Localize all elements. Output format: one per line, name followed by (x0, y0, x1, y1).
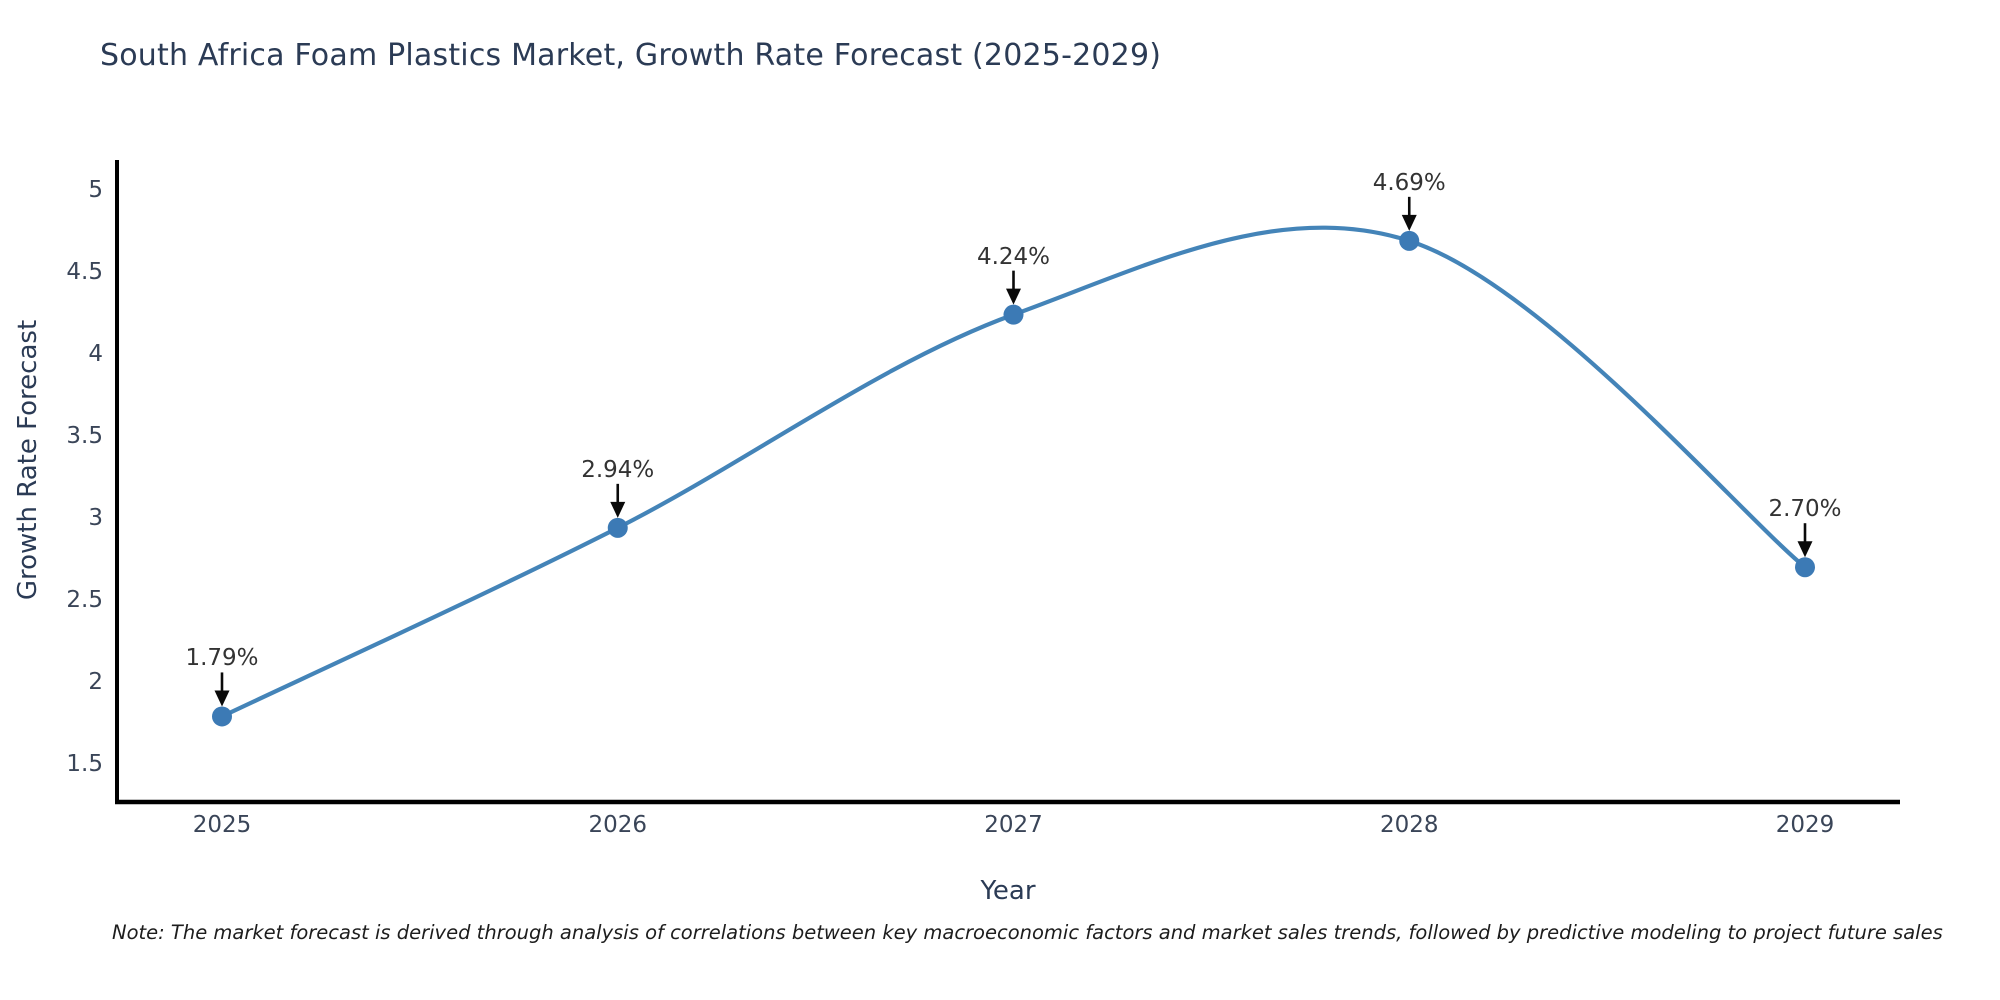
footnote: Note: The market forecast is derived thr… (112, 921, 1943, 944)
y-tick-label-4.5: 4.5 (66, 259, 103, 285)
data-point-marker-2028 (1399, 230, 1420, 251)
annotation-arrow-head (610, 501, 626, 518)
annotation-arrow-head (1797, 541, 1813, 558)
x-tick-label-2026: 2026 (588, 812, 648, 838)
chart-title: South Africa Foam Plastics Market, Growt… (100, 38, 1162, 73)
y-tick-label-3.5: 3.5 (66, 423, 103, 449)
point-value-label-2025: 1.79% (185, 645, 259, 672)
y-tick-label-2: 2 (88, 669, 103, 695)
annotation-arrow-head (214, 690, 230, 707)
data-point-marker-2025 (212, 706, 232, 727)
annotation-arrows (214, 196, 1813, 707)
x-tick-label-2025: 2025 (192, 812, 252, 838)
data-point-marker-2029 (1795, 557, 1815, 578)
data-point-marker-2026 (607, 517, 628, 538)
y-tick-label-3: 3 (88, 505, 103, 531)
point-value-label-2026: 2.94% (581, 456, 655, 483)
point-value-label-2027: 4.24% (976, 243, 1051, 270)
axes (115, 160, 1900, 805)
annotation-arrow-head (1401, 214, 1417, 231)
y-tick-label-2.5: 2.5 (66, 587, 103, 613)
point-value-label-2028: 4.69% (1372, 169, 1446, 196)
data-point-marker-2027 (1003, 304, 1024, 325)
x-axis-title: Year (980, 876, 1036, 906)
y-tick-label-4: 4 (88, 341, 103, 367)
y-axis-title: Growth Rate Forecast (13, 319, 43, 601)
y-tick-label-1.5: 1.5 (66, 751, 103, 777)
point-value-label-2029: 2.70% (1768, 496, 1842, 523)
x-tick-label-2028: 2028 (1379, 812, 1439, 838)
y-tick-label-5: 5 (88, 177, 103, 203)
annotation-arrow-head (1006, 288, 1021, 305)
x-tick-label-2029: 2029 (1775, 812, 1835, 838)
x-tick-label-2027: 2027 (984, 812, 1043, 838)
line-series (212, 225, 1815, 727)
